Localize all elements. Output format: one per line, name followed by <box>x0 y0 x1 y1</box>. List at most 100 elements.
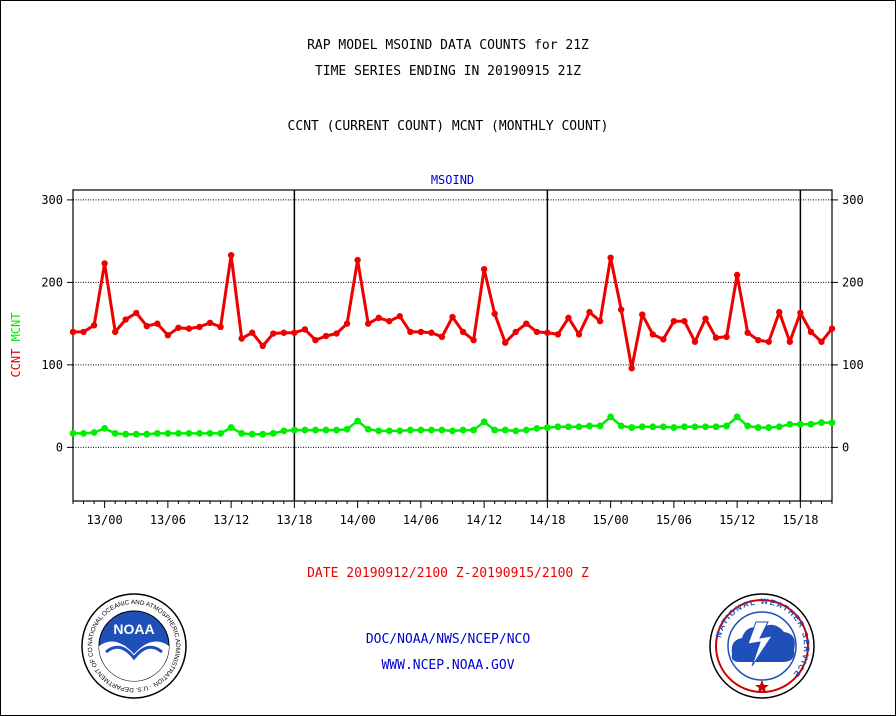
data-point-mcnt <box>818 419 825 427</box>
data-point-ccnt <box>122 316 129 323</box>
data-point-mcnt <box>333 426 340 434</box>
data-point-ccnt <box>227 251 235 259</box>
data-point-mcnt <box>470 426 477 434</box>
data-point-mcnt <box>354 417 362 425</box>
data-point-ccnt <box>544 329 551 336</box>
data-point-mcnt <box>227 424 235 431</box>
data-point-mcnt <box>617 422 625 430</box>
data-point-mcnt <box>459 426 467 434</box>
data-point-ccnt <box>586 308 593 316</box>
data-point-mcnt <box>543 424 551 431</box>
data-point-mcnt <box>807 420 815 428</box>
noaa-logo: NOAA NATIONAL OCEANIC AND ATMOSPHERIC AD… <box>80 592 187 699</box>
data-point-ccnt <box>428 329 435 336</box>
data-point-ccnt <box>101 260 108 267</box>
data-point-mcnt <box>132 430 140 438</box>
data-point-ccnt <box>133 309 140 317</box>
data-point-mcnt <box>480 418 488 426</box>
data-point-mcnt <box>638 423 646 431</box>
data-point-mcnt <box>69 429 77 437</box>
data-point-mcnt <box>449 427 456 435</box>
data-point-mcnt <box>586 422 593 430</box>
data-point-mcnt <box>248 430 256 438</box>
x-tick-label: 15/12 <box>719 513 755 527</box>
data-point-ccnt <box>470 336 477 344</box>
data-point-mcnt <box>396 427 404 435</box>
data-point-mcnt <box>744 422 752 430</box>
x-tick-label: 13/00 <box>87 513 123 527</box>
y-axis-label-mcnt: MCNT <box>9 312 23 341</box>
data-point-mcnt <box>259 430 267 438</box>
data-point-ccnt <box>396 313 403 320</box>
data-point-ccnt <box>480 265 488 273</box>
x-tick-label: 15/18 <box>782 513 818 527</box>
data-point-mcnt <box>301 426 309 434</box>
data-point-ccnt <box>786 338 794 345</box>
data-point-ccnt <box>417 328 425 336</box>
data-point-mcnt <box>691 423 699 431</box>
date-range-label: DATE 20190912/2100 Z-20190915/2100 Z <box>307 566 589 581</box>
x-tick-label: 13/12 <box>213 513 249 527</box>
data-point-mcnt <box>153 429 161 437</box>
data-point-mcnt <box>659 423 667 431</box>
data-point-mcnt <box>702 423 709 431</box>
y-tick-label-right: 0 <box>842 440 849 454</box>
data-point-mcnt <box>80 429 87 437</box>
data-point-mcnt <box>364 425 372 433</box>
x-tick-label: 14/12 <box>466 513 502 527</box>
data-point-ccnt <box>259 342 266 350</box>
data-point-ccnt <box>554 331 562 338</box>
chart-subtitle: CCNT (CURRENT COUNT) MCNT (MONTHLY COUNT… <box>287 119 609 134</box>
data-point-ccnt <box>797 309 804 317</box>
data-point-ccnt <box>818 338 825 345</box>
data-point-mcnt <box>428 426 435 434</box>
data-point-mcnt <box>322 426 330 434</box>
x-tick-label: 13/18 <box>276 513 312 527</box>
data-point-ccnt <box>459 328 467 336</box>
chart-title-line2: TIME SERIES ENDING IN 20190915 21Z <box>314 64 582 79</box>
data-point-mcnt <box>417 426 425 434</box>
data-point-mcnt <box>280 427 288 435</box>
data-point-ccnt <box>639 311 646 318</box>
plot-area <box>72 189 833 502</box>
footer-url: WWW.NCEP.NOAA.GOV <box>381 658 515 673</box>
data-point-mcnt <box>670 424 678 431</box>
data-point-mcnt <box>681 423 688 431</box>
data-point-ccnt <box>90 322 98 329</box>
data-point-mcnt <box>385 427 393 435</box>
data-point-mcnt <box>143 430 151 438</box>
data-point-mcnt <box>786 420 794 428</box>
data-point-mcnt <box>712 423 720 431</box>
data-point-ccnt <box>723 333 730 341</box>
data-point-ccnt <box>681 317 688 325</box>
data-point-mcnt <box>206 429 214 437</box>
y-tick-label-right: 300 <box>842 193 864 207</box>
data-point-ccnt <box>375 314 382 322</box>
data-point-ccnt <box>154 320 161 327</box>
data-point-mcnt <box>565 423 572 431</box>
data-point-mcnt <box>501 426 509 434</box>
data-point-mcnt <box>628 424 636 431</box>
data-point-mcnt <box>828 419 836 427</box>
data-point-mcnt <box>596 422 604 430</box>
data-point-ccnt <box>333 330 340 337</box>
data-point-ccnt <box>217 323 224 331</box>
data-point-mcnt <box>522 426 530 434</box>
data-point-mcnt <box>438 426 446 434</box>
data-point-mcnt <box>196 429 203 437</box>
data-point-mcnt <box>512 427 520 435</box>
data-point-ccnt <box>301 326 309 333</box>
data-point-ccnt <box>807 328 815 336</box>
nws-logo: NATIONAL WEATHER SERVICE <box>709 593 815 699</box>
data-point-mcnt <box>575 423 583 431</box>
x-tick-label: 13/06 <box>150 513 186 527</box>
data-point-mcnt <box>111 429 119 437</box>
x-tick-label: 15/06 <box>656 513 692 527</box>
data-point-mcnt <box>491 426 499 434</box>
data-point-ccnt <box>491 310 498 317</box>
data-point-ccnt <box>438 333 446 341</box>
data-point-ccnt <box>691 338 699 345</box>
data-point-ccnt <box>575 331 583 338</box>
data-point-ccnt <box>702 315 709 322</box>
